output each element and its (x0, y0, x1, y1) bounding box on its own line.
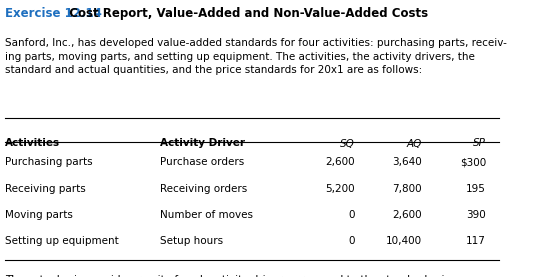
Text: Purchase orders: Purchase orders (160, 157, 245, 167)
Text: 10,400: 10,400 (386, 236, 422, 246)
Text: 2,600: 2,600 (326, 157, 355, 167)
Text: 390: 390 (466, 210, 486, 220)
Text: Sanford, Inc., has developed value-added standards for four activities: purchasi: Sanford, Inc., has developed value-added… (5, 38, 507, 75)
Text: Receiving parts: Receiving parts (5, 184, 86, 194)
Text: Activities: Activities (5, 138, 60, 148)
Text: Setup hours: Setup hours (160, 236, 223, 246)
Text: SQ: SQ (340, 138, 355, 148)
Text: Cost Report, Value-Added and Non-Value-Added Costs: Cost Report, Value-Added and Non-Value-A… (61, 7, 429, 20)
Text: $300: $300 (460, 157, 486, 167)
Text: Number of moves: Number of moves (160, 210, 253, 220)
Text: 3,640: 3,640 (392, 157, 422, 167)
Text: 0: 0 (349, 236, 355, 246)
Text: 117: 117 (466, 236, 486, 246)
Text: AQ: AQ (406, 138, 422, 148)
Text: SP: SP (473, 138, 486, 148)
Text: 2,600: 2,600 (392, 210, 422, 220)
Text: Setting up equipment: Setting up equipment (5, 236, 119, 246)
Text: Moving parts: Moving parts (5, 210, 73, 220)
Text: Activity Driver: Activity Driver (160, 138, 245, 148)
Text: 195: 195 (466, 184, 486, 194)
Text: Purchasing parts: Purchasing parts (5, 157, 93, 167)
Text: Exercise 12.14: Exercise 12.14 (5, 7, 102, 20)
Text: 7,800: 7,800 (392, 184, 422, 194)
Text: 5,200: 5,200 (326, 184, 355, 194)
Text: 0: 0 (349, 210, 355, 220)
Text: The actual prices paid per unit of each activity driver were equal to the standa: The actual prices paid per unit of each … (5, 275, 466, 277)
Text: Receiving orders: Receiving orders (160, 184, 247, 194)
